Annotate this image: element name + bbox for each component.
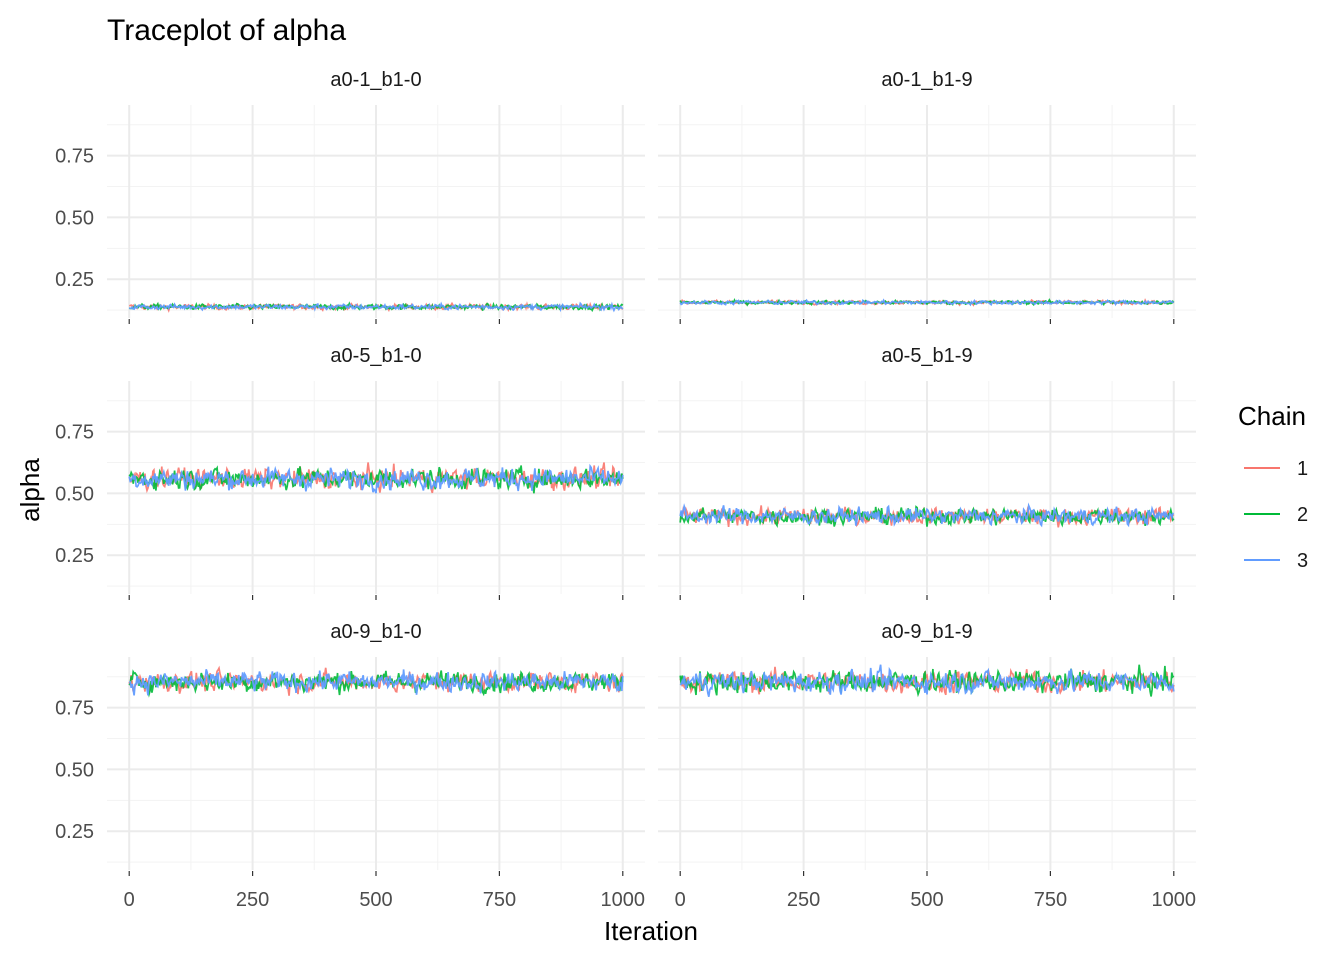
panel-strip-label: a0-9_b1-0 [330,621,421,643]
series-line-chain-3 [679,298,1174,307]
panel-a0-1_b1-0: a0-1_b1-0 0.25 0.50 0.75 [55,69,645,324]
y-tick-label: 0.25 [55,821,94,843]
legend-title: Chain [1238,401,1306,431]
y-tick-label: 0.25 [55,545,94,567]
legend-label-chain-1: 1 [1297,458,1308,480]
x-tick-label: 250 [236,889,269,911]
y-tick-label: 0.75 [55,422,94,444]
x-tick-label: 0 [124,889,135,911]
x-tick-label: 1000 [1152,889,1197,911]
chart-title: Traceplot of alpha [107,14,346,47]
panel-strip-label: a0-9_b1-9 [881,621,972,643]
panel-a0-1_b1-9: a0-1_b1-9 [658,69,1196,324]
panel-strip-label: a0-5_b1-9 [881,345,972,367]
panel-a0-9_b1-0: a0-9_b1-0 0.25 0.50 0.75 0 250 500 750 1000 [55,621,645,911]
panel-strip-label: a0-5_b1-0 [330,345,421,367]
x-tick-label: 750 [483,889,516,911]
x-tick-label: 250 [787,889,820,911]
y-tick-label: 0.50 [55,207,94,229]
panel-a0-5_b1-0: a0-5_b1-0 0.25 0.50 0.75 [55,345,645,600]
series-line-chain-3 [128,463,624,494]
legend: Chain 1 2 3 [1238,401,1308,572]
legend-label-chain-2: 2 [1297,504,1308,526]
x-tick-label: 500 [359,889,392,911]
x-tick-label: 1000 [601,889,646,911]
series-line-chain-3 [679,664,1175,698]
series-line-chain-3 [679,502,1175,528]
x-tick-label: 0 [675,889,686,911]
y-tick-label: 0.50 [55,483,94,505]
series-line-chain-3 [128,669,624,696]
x-tick-label: 750 [1034,889,1067,911]
x-axis-title: Iteration [604,916,698,946]
y-axis-title: alpha [15,458,45,522]
panel-strip-label: a0-1_b1-0 [330,69,421,91]
y-tick-label: 0.50 [55,759,94,781]
x-tick-label: 500 [910,889,943,911]
series-line-chain-3 [128,301,624,313]
panel-strip-label: a0-1_b1-9 [881,69,972,91]
y-tick-label: 0.75 [55,146,94,168]
panel-a0-9_b1-9: a0-9_b1-9 0 250 500 750 1000 [658,621,1196,911]
legend-label-chain-3: 3 [1297,550,1308,572]
y-tick-label: 0.25 [55,269,94,291]
y-tick-label: 0.75 [55,698,94,720]
panel-a0-5_b1-9: a0-5_b1-9 [658,345,1196,600]
